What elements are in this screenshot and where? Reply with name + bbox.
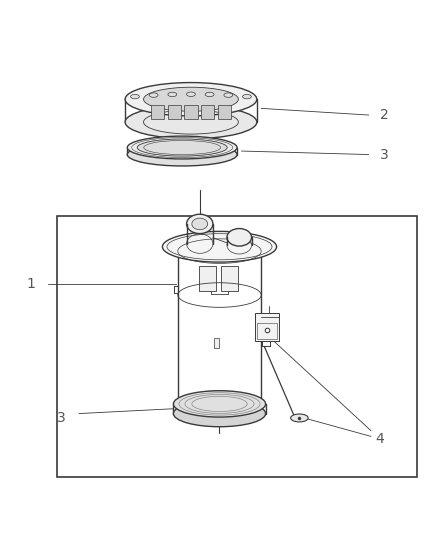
Ellipse shape bbox=[173, 391, 265, 417]
Bar bbox=[167, 106, 180, 118]
Text: 3: 3 bbox=[57, 411, 66, 425]
Ellipse shape bbox=[167, 92, 176, 96]
Bar bbox=[256, 323, 276, 339]
Bar bbox=[220, 266, 238, 290]
Text: 1: 1 bbox=[26, 277, 35, 291]
Ellipse shape bbox=[131, 94, 139, 99]
Ellipse shape bbox=[127, 136, 237, 159]
Bar bbox=[184, 106, 197, 118]
Text: 4: 4 bbox=[374, 432, 383, 446]
Ellipse shape bbox=[223, 93, 232, 98]
Text: 3: 3 bbox=[379, 148, 388, 161]
Ellipse shape bbox=[242, 94, 251, 99]
Ellipse shape bbox=[162, 231, 276, 262]
Bar bbox=[151, 106, 164, 118]
Ellipse shape bbox=[127, 143, 237, 166]
Bar bbox=[201, 106, 214, 118]
Bar bbox=[214, 338, 218, 348]
Ellipse shape bbox=[149, 93, 158, 98]
Ellipse shape bbox=[173, 400, 265, 427]
Ellipse shape bbox=[191, 218, 207, 230]
Bar bbox=[254, 312, 278, 341]
Bar bbox=[198, 266, 216, 290]
Ellipse shape bbox=[143, 87, 238, 111]
Ellipse shape bbox=[290, 414, 307, 422]
Text: 2: 2 bbox=[379, 108, 388, 122]
Ellipse shape bbox=[226, 229, 251, 246]
Ellipse shape bbox=[186, 92, 195, 96]
Ellipse shape bbox=[125, 106, 256, 139]
Ellipse shape bbox=[205, 92, 214, 96]
Ellipse shape bbox=[137, 139, 227, 156]
Ellipse shape bbox=[186, 214, 212, 233]
Ellipse shape bbox=[125, 83, 256, 116]
Bar bbox=[57, 216, 416, 477]
Bar bbox=[217, 106, 230, 118]
